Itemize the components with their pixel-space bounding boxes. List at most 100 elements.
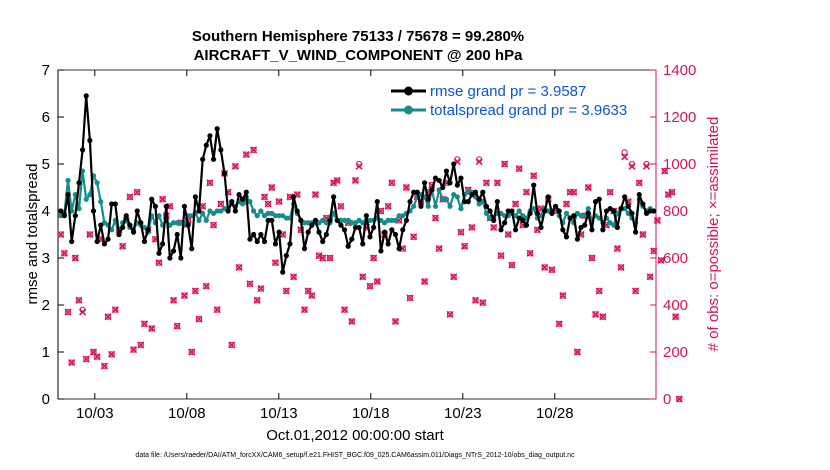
rmse-point [527,210,533,216]
right-y-tick-label: 0 [663,391,671,408]
obs-assimilated-point [530,172,538,180]
obs-possible-point [254,297,261,304]
totalspread-point [258,208,264,214]
rmse-point [374,199,380,205]
obs-assimilated-point [260,193,269,201]
obs-possible-point [159,196,166,203]
obs-assimilated-point [64,308,72,316]
obs-assimilated-point [213,306,221,314]
obs-possible-point [275,198,283,205]
rmse-point [236,191,242,198]
rmse-point [305,229,311,235]
obs-possible-point [374,278,381,285]
obs-possible-point [410,233,417,240]
obs-assimilated-point [359,273,367,281]
rmse-point [160,241,166,247]
x-tick-label: 10/28 [536,405,574,422]
rmse-point [240,196,246,202]
rmse-point [283,253,289,259]
totalspread-point [531,206,537,212]
left-y-tick-label: 4 [42,203,50,220]
obs-assimilated-point [119,242,127,250]
obs-assimilated-point [159,195,167,203]
obs-assimilated-point [450,273,458,281]
rmse-point [243,189,249,195]
obs-possible-point [341,306,348,313]
obs-assimilated-point [242,151,250,159]
rmse-point [141,238,148,245]
rmse-point [538,224,544,231]
rmse-point [112,201,118,207]
rmse-point [443,168,450,174]
totalspread-point [443,196,450,202]
totalspread-point [454,194,460,200]
obs-assimilated-point [588,254,596,262]
rmse-point [345,243,351,249]
obs-assimilated-point [311,190,320,199]
totalspread-point [65,177,71,184]
rmse-point [392,231,399,238]
obs-possible-point [385,203,392,210]
obs-assimilated-point [628,162,636,170]
obs-assimilated-point [573,348,581,356]
obs-assimilated-point [129,346,138,354]
obs-assimilated-point [155,259,163,267]
totalspread-point [349,220,355,226]
rmse-point [291,194,297,200]
right-y-axis-label: # of obs: o=possible; ×=assimilated [705,117,722,352]
rmse-point [261,238,268,245]
rmse-point [272,241,279,247]
obs-assimilated-point [206,179,214,187]
left-y-tick-label: 7 [42,62,50,79]
right-y-tick-label: 600 [663,250,688,267]
rmse-point [618,206,624,212]
totalspread-point [214,208,220,214]
rmse-point [563,234,570,240]
obs-assimilated-point [348,317,356,326]
obs-assimilated-point [93,353,101,361]
obs-possible-point [406,294,414,302]
obs-assimilated-point [231,162,239,170]
rmse-point [130,229,137,235]
obs-possible-point [388,179,395,186]
obs-possible-point [217,200,224,208]
rmse-point [232,208,238,214]
obs-assimilated-point [366,282,374,290]
obs-assimilated-point [501,160,509,168]
rmse-point [363,213,369,219]
obs-assimilated-point [457,228,465,236]
obs-assimilated-point [384,202,392,210]
rmse-point [396,246,402,252]
rmse-point [254,238,260,245]
rmse-point [181,203,188,209]
obs-assimilated-point [606,188,614,196]
obs-assimilated-point [479,299,487,307]
rmse-point [480,189,486,195]
obs-assimilated-point [461,242,469,250]
obs-assimilated-point [497,252,505,260]
obs-possible-point [246,280,254,287]
rmse-point [560,227,566,233]
rmse-point [247,236,253,242]
obs-possible-point [446,311,454,318]
x-axis-label: Oct.01,2012 00:00:00 start [266,427,444,444]
obs-assimilated-point [595,287,603,295]
obs-assimilated-point [646,273,654,281]
obs-possible-point [61,250,68,257]
rmse-point [552,203,559,209]
rmse-point [65,191,71,198]
obs-assimilated-point [100,362,108,370]
obs-assimilated-point [202,282,210,290]
rmse-point [98,222,104,228]
obs-possible-point [141,320,148,327]
totalspread-point [440,196,446,202]
x-axis-ticks: 10/03 10/08 10/13 10/18 10/23 10/28 [76,70,574,422]
totalspread-point [240,201,246,207]
obs-possible-point [334,177,341,184]
totalspread-point [87,191,93,198]
obs-possible-point [585,184,592,191]
rmse-point [512,227,519,233]
rmse-point [287,241,293,247]
rmse-point [360,241,366,247]
